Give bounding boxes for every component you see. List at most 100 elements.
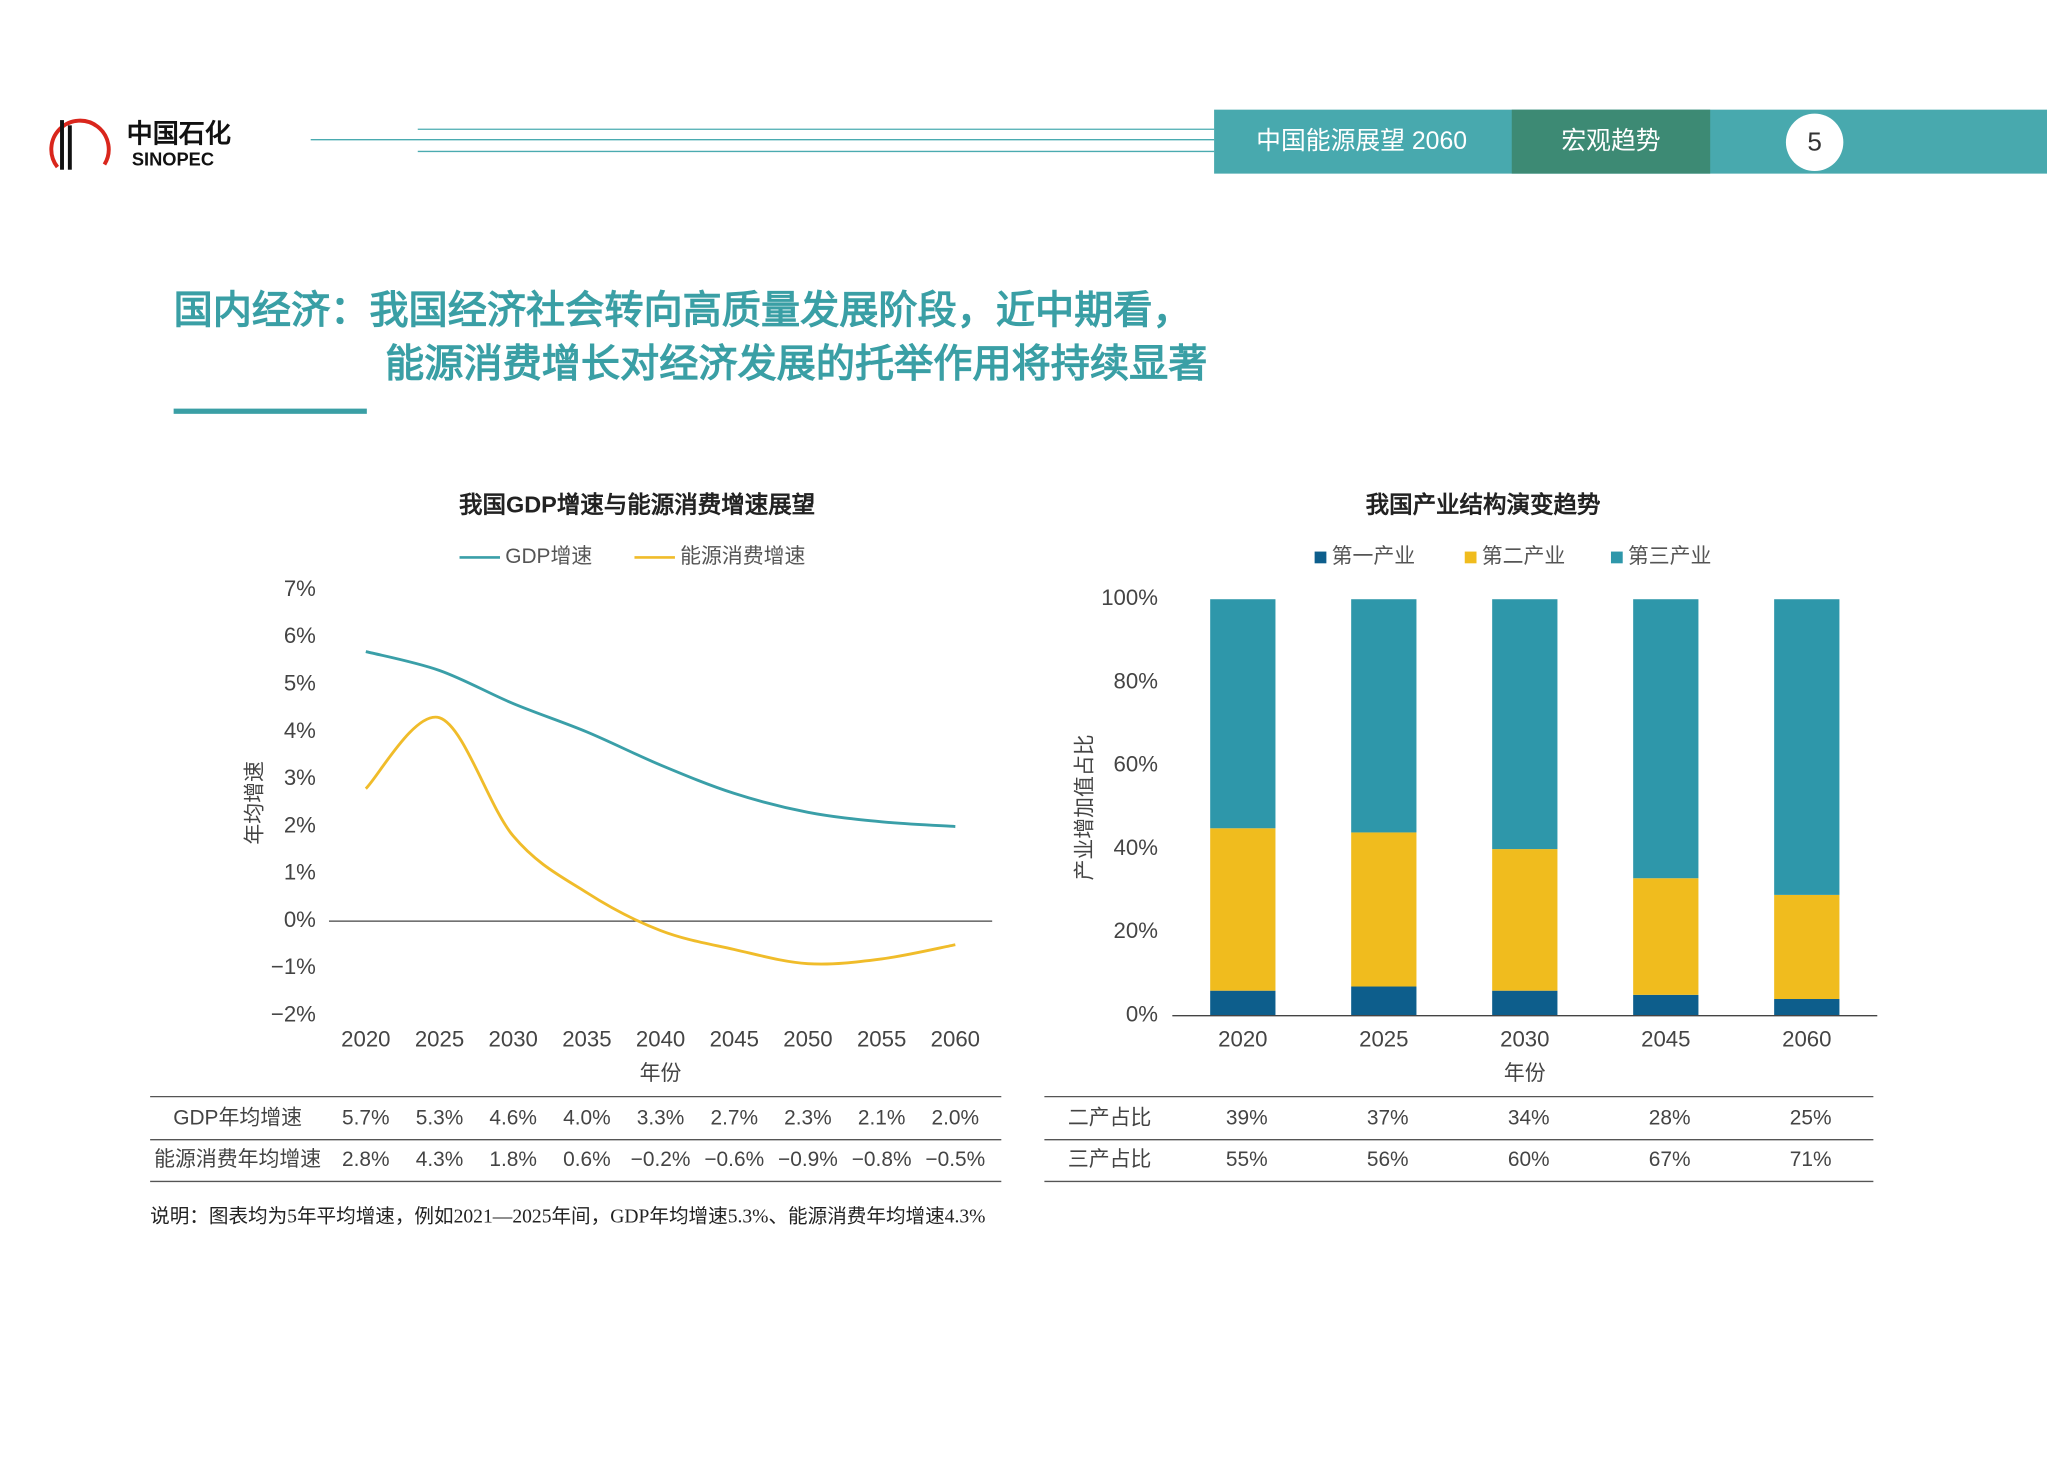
table-cell: 60% xyxy=(1508,1148,1550,1171)
bar-segment xyxy=(1210,828,1276,991)
x-tick-label: 2060 xyxy=(1782,1026,1831,1051)
x-tick-label: 2030 xyxy=(1500,1026,1549,1051)
table-cell: 5.3% xyxy=(416,1106,464,1129)
y-tick-label: −2% xyxy=(271,1002,316,1027)
x-tick-label: 2045 xyxy=(1641,1026,1690,1051)
report-name: 中国能源展望 2060 xyxy=(1256,127,1467,155)
table-cell: −0.5% xyxy=(925,1148,985,1171)
table-cell: −0.9% xyxy=(778,1148,838,1171)
legend-label: GDP增速 xyxy=(505,545,592,568)
y-tick-label: 100% xyxy=(1101,585,1158,610)
bar-segment xyxy=(1774,894,1840,1000)
table-row-label: 二产占比 xyxy=(1068,1106,1152,1129)
bar-segment xyxy=(1633,994,1699,1016)
y-tick-label: 5% xyxy=(284,671,316,696)
table-cell: 71% xyxy=(1790,1148,1832,1171)
series-line xyxy=(364,715,956,966)
x-tick-label: 2025 xyxy=(1359,1026,1408,1051)
legend-swatch xyxy=(1464,551,1477,564)
x-tick-label: 2020 xyxy=(341,1026,390,1051)
bar-segment xyxy=(1492,990,1558,1016)
y-tick-label: 40% xyxy=(1114,835,1158,860)
x-axis-label: 年份 xyxy=(1504,1062,1546,1085)
y-tick-label: 6% xyxy=(284,623,316,648)
legend-swatch xyxy=(1610,551,1623,564)
y-tick-label: −1% xyxy=(271,954,316,979)
table-cell: 39% xyxy=(1226,1106,1268,1129)
logo-ring xyxy=(49,118,111,169)
y-tick-label: 60% xyxy=(1114,752,1158,777)
y-tick-label: 7% xyxy=(284,576,316,601)
note: 说明：图表均为5年平均增速，例如2021—2025年间，GDP年均增速5.3%、… xyxy=(150,1206,985,1228)
table-cell: −0.2% xyxy=(631,1148,691,1171)
bar-segment xyxy=(1492,599,1558,850)
y-axis-label: 产业增加值占比 xyxy=(1074,734,1097,880)
table-cell: 2.1% xyxy=(858,1106,906,1129)
table-cell: −0.8% xyxy=(852,1148,912,1171)
logo-stroke xyxy=(67,125,72,170)
table-cell: 3.3% xyxy=(637,1106,685,1129)
bar-segment xyxy=(1351,986,1417,1016)
chart-title: 我国产业结构演变趋势 xyxy=(1366,491,1601,518)
bar-segment xyxy=(1351,832,1417,987)
y-tick-label: 20% xyxy=(1114,918,1158,943)
table-cell: 4.6% xyxy=(489,1106,537,1129)
y-tick-label: 1% xyxy=(284,860,316,885)
x-tick-label: 2045 xyxy=(710,1026,759,1051)
table-cell: 25% xyxy=(1790,1106,1832,1129)
y-tick-label: 80% xyxy=(1114,668,1158,693)
table-cell: 1.8% xyxy=(489,1148,537,1171)
x-tick-label: 2060 xyxy=(931,1026,980,1051)
table-cell: 2.8% xyxy=(342,1148,390,1171)
bar-segment xyxy=(1633,599,1699,879)
legend-label: 能源消费增速 xyxy=(680,545,805,568)
page-badge xyxy=(1785,113,1844,172)
x-tick-label: 2050 xyxy=(783,1026,832,1051)
table-cell: 34% xyxy=(1508,1106,1550,1129)
y-tick-label: 0% xyxy=(284,907,316,932)
section-tab xyxy=(1511,109,1711,174)
table-cell: 28% xyxy=(1649,1106,1691,1129)
table-cell: 2.3% xyxy=(784,1106,832,1129)
table-cell: 55% xyxy=(1226,1148,1268,1171)
bar-segment xyxy=(1492,849,1558,991)
x-tick-label: 2040 xyxy=(636,1026,685,1051)
x-axis-label: 年份 xyxy=(640,1062,682,1085)
headline-underline xyxy=(173,408,367,414)
logo-cn: 中国石化 xyxy=(127,119,231,149)
section-name: 宏观趋势 xyxy=(1561,127,1660,155)
logo-en: SINOPEC xyxy=(132,148,214,169)
table-cell: 67% xyxy=(1649,1148,1691,1171)
y-tick-label: 4% xyxy=(284,718,316,743)
legend-label: 第三产业 xyxy=(1628,545,1712,568)
table-row-label: 三产占比 xyxy=(1068,1148,1152,1171)
x-tick-label: 2035 xyxy=(562,1026,611,1051)
x-tick-label: 2020 xyxy=(1218,1026,1267,1051)
table-cell: 2.0% xyxy=(932,1106,980,1129)
table-cell: −0.6% xyxy=(704,1148,764,1171)
x-tick-label: 2055 xyxy=(857,1026,906,1051)
chart-title: 我国GDP增速与能源消费增速展望 xyxy=(459,491,815,518)
bar-segment xyxy=(1210,990,1276,1016)
y-tick-label: 3% xyxy=(284,765,316,790)
y-tick-label: 0% xyxy=(1126,1002,1158,1027)
headline: 国内经济：我国经济社会转向高质量发展阶段，近中期看， xyxy=(174,290,1192,333)
series-line xyxy=(365,650,956,828)
page-number: 5 xyxy=(1807,126,1822,156)
y-axis-label: 年均增速 xyxy=(243,761,266,845)
table-cell: 2.7% xyxy=(710,1106,758,1129)
table-row-label: GDP年均增速 xyxy=(173,1106,302,1129)
legend-label: 第二产业 xyxy=(1482,545,1566,568)
bar-segment xyxy=(1774,999,1840,1016)
bar-segment xyxy=(1633,878,1699,995)
bar-segment xyxy=(1774,599,1840,895)
table-row-label: 能源消费年均增速 xyxy=(154,1148,321,1171)
table-cell: 4.3% xyxy=(416,1148,464,1171)
x-tick-label: 2025 xyxy=(415,1026,464,1051)
bar-segment xyxy=(1351,599,1417,833)
logo: 中国石化 SINOPEC xyxy=(49,118,231,170)
logo-stroke xyxy=(60,120,64,170)
legend-label: 第一产业 xyxy=(1332,545,1416,568)
